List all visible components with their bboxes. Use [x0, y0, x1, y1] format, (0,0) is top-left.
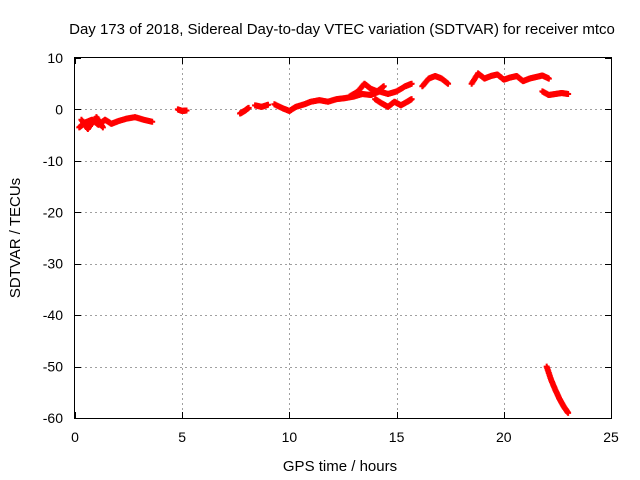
x-tick-label: 0 [71, 429, 79, 445]
data-series-sdtvar [76, 70, 572, 416]
x-tick-label: 25 [603, 429, 619, 445]
y-tick-labels: 10 0 -10 -20 -30 -40 -50 -60 [43, 50, 63, 426]
x-tick-label: 20 [496, 429, 512, 445]
data-point [264, 101, 271, 108]
chart-title: Day 173 of 2018, Sidereal Day-to-day VTE… [69, 21, 615, 38]
axis-ticks [75, 58, 612, 419]
data-point [183, 107, 190, 114]
data-point [408, 80, 415, 87]
y-tick-label: -10 [43, 153, 63, 169]
x-tick-label: 5 [178, 429, 186, 445]
y-tick-label: -60 [43, 410, 63, 426]
data-point [565, 91, 572, 97]
x-tick-label: 10 [282, 429, 298, 445]
data-point [149, 118, 156, 125]
y-tick-label: 10 [47, 50, 63, 66]
y-tick-label: -40 [43, 307, 63, 323]
y-tick-label: -30 [43, 256, 63, 272]
data-point [565, 409, 572, 416]
data-point [380, 83, 387, 90]
x-tick-label: 15 [389, 429, 405, 445]
data-point [545, 75, 552, 82]
grid [75, 58, 611, 418]
data-point [245, 104, 252, 111]
data-point [99, 124, 106, 131]
x-tick-labels: 0 5 10 15 20 25 [71, 429, 619, 445]
data-point [408, 96, 415, 103]
y-tick-label: -50 [43, 359, 63, 375]
plot-frame [74, 57, 612, 419]
y-tick-label: -20 [43, 204, 63, 220]
x-axis-label: GPS time / hours [283, 458, 397, 475]
y-axis-label: SDTVAR / TECUs [7, 178, 24, 298]
data-point [445, 80, 452, 87]
y-tick-label: 0 [55, 101, 63, 117]
